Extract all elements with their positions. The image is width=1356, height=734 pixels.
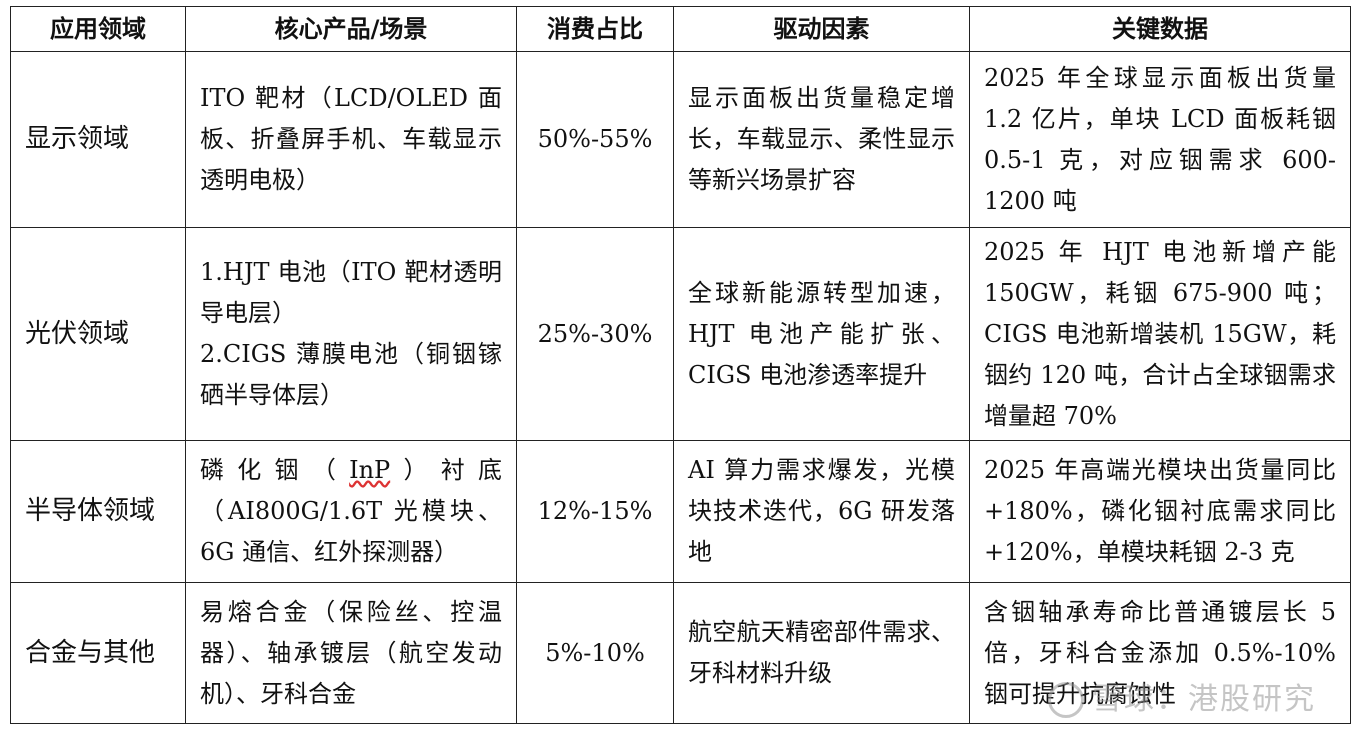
product-text: InP: [349, 456, 391, 484]
driver-cell: 航空航天精密部件需求、牙科材料升级: [673, 582, 970, 724]
header-domain: 应用领域: [10, 6, 186, 52]
table-row: 合金与其他 易熔合金（保险丝、控温器）、轴承镀层（航空发动机）、牙科合金 5%-…: [10, 582, 1351, 724]
table-row: 显示领域 ITO 靶材（LCD/OLED 面板、折叠屏手机、车载显示透明电极） …: [10, 51, 1351, 228]
product-line: 2.CIGS 薄膜电池（铜铟镓硒半导体层）: [200, 340, 502, 409]
header-share: 消费占比: [516, 6, 674, 52]
table-row: 半导体领域 磷化铟（InP）衬底（AI800G/1.6T 光模块、6G 通信、红…: [10, 440, 1351, 583]
driver-cell: 全球新能源转型加速，HJT 电池产能扩张、CIGS 电池渗透率提升: [673, 227, 970, 441]
watermark: 雪球：港股研究: [1048, 674, 1316, 718]
product-cell: 易熔合金（保险丝、控温器）、轴承镀层（航空发动机）、牙科合金: [185, 582, 517, 724]
product-cell: ITO 靶材（LCD/OLED 面板、折叠屏手机、车载显示透明电极）: [185, 51, 517, 228]
share-cell: 25%-30%: [516, 227, 674, 441]
header-row: 应用领域 核心产品/场景 消费占比 驱动因素 关键数据: [10, 6, 1351, 52]
domain-cell: 半导体领域: [10, 440, 186, 583]
share-cell: 50%-55%: [516, 51, 674, 228]
table-row: 光伏领域 1.HJT 电池（ITO 靶材透明导电层） 2.CIGS 薄膜电池（铜…: [10, 227, 1351, 441]
product-cell: 1.HJT 电池（ITO 靶材透明导电层） 2.CIGS 薄膜电池（铜铟镓硒半导…: [185, 227, 517, 441]
product-text: 磷化铟（: [200, 456, 350, 484]
data-cell: 2025 年 HJT 电池新增产能 150GW，耗铟 675-900 吨；CIG…: [969, 227, 1351, 441]
domain-cell: 合金与其他: [10, 582, 186, 724]
domain-cell: 显示领域: [10, 51, 186, 228]
data-cell: 2025 年全球显示面板出货量 1.2 亿片，单块 LCD 面板耗铟 0.5-1…: [969, 51, 1351, 228]
indium-application-table: 应用领域 核心产品/场景 消费占比 驱动因素 关键数据 显示领域 ITO 靶材（…: [10, 6, 1351, 724]
driver-cell: 显示面板出货量稳定增长，车载显示、柔性显示等新兴场景扩容: [673, 51, 970, 228]
share-cell: 5%-10%: [516, 582, 674, 724]
share-cell: 12%-15%: [516, 440, 674, 583]
watermark-text: 雪球：港股研究: [1092, 681, 1316, 717]
product-cell: 磷化铟（InP）衬底（AI800G/1.6T 光模块、6G 通信、红外探测器）: [185, 440, 517, 583]
product-line: 1.HJT 电池（ITO 靶材透明导电层）: [200, 258, 502, 327]
driver-cell: AI 算力需求爆发，光模块技术迭代，6G 研发落地: [673, 440, 970, 583]
domain-cell: 光伏领域: [10, 227, 186, 441]
header-product: 核心产品/场景: [185, 6, 517, 52]
snowball-logo-icon: [1048, 682, 1084, 718]
header-driver: 驱动因素: [673, 6, 970, 52]
data-cell: 2025 年高端光模块出货量同比+180%，磷化铟衬底需求同比+120%，单模块…: [969, 440, 1351, 583]
data-cell: 含铟轴承寿命比普通镀层长 5 倍，牙科合金添加 0.5%-10% 铟可提升抗腐蚀…: [969, 582, 1351, 724]
product-text: ）衬底（AI800G/1.6T 光模块、6G 通信、红外探测器）: [200, 456, 503, 566]
header-data: 关键数据: [969, 6, 1351, 52]
